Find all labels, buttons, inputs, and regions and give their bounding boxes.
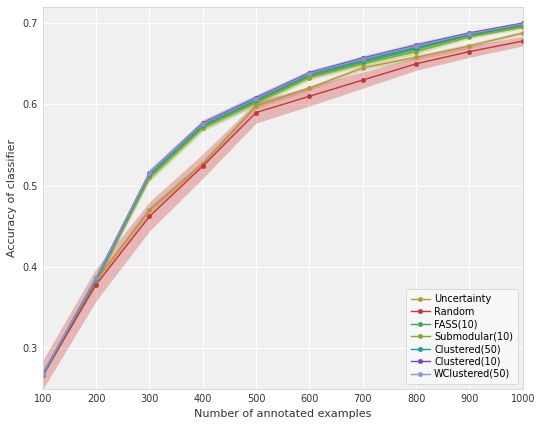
Clustered(50) (306, 72, 313, 77)
Random (253, 110, 260, 115)
FASS(10) (253, 98, 260, 104)
Line: Submodular(10): Submodular(10) (41, 25, 525, 376)
Clustered(10) (520, 20, 526, 26)
Clustered(10) (40, 371, 46, 377)
Submodular(10) (146, 175, 153, 180)
Submodular(10) (466, 35, 473, 40)
Clustered(50) (40, 371, 46, 377)
Submodular(10) (520, 25, 526, 30)
Line: WClustered(50): WClustered(50) (41, 22, 525, 376)
Clustered(50) (199, 122, 206, 127)
FASS(10) (359, 60, 366, 65)
Clustered(50) (253, 97, 260, 102)
Uncertainty (93, 278, 99, 283)
Random (466, 49, 473, 54)
Submodular(10) (413, 49, 420, 54)
Uncertainty (466, 43, 473, 49)
WClustered(50) (93, 276, 99, 281)
Line: Uncertainty: Uncertainty (41, 31, 525, 376)
Clustered(50) (93, 276, 99, 282)
FASS(10) (520, 23, 526, 28)
Submodular(10) (306, 75, 313, 80)
Uncertainty (199, 161, 206, 166)
Clustered(50) (359, 58, 366, 63)
Random (306, 94, 313, 99)
Clustered(10) (466, 30, 473, 35)
Random (199, 164, 206, 169)
Submodular(10) (359, 61, 366, 66)
Uncertainty (40, 371, 46, 377)
WClustered(50) (40, 371, 46, 377)
WClustered(50) (146, 171, 153, 176)
Uncertainty (520, 30, 526, 35)
WClustered(50) (199, 121, 206, 127)
FASS(10) (199, 124, 206, 129)
Clustered(10) (306, 70, 313, 75)
Uncertainty (413, 55, 420, 60)
Random (40, 372, 46, 377)
Clustered(50) (146, 172, 153, 177)
WClustered(50) (520, 21, 526, 26)
Legend: Uncertainty, Random, FASS(10), Submodular(10), Clustered(50), Clustered(10), WCl: Uncertainty, Random, FASS(10), Submodula… (406, 290, 518, 384)
Line: Clustered(10): Clustered(10) (41, 21, 525, 376)
FASS(10) (306, 73, 313, 78)
WClustered(50) (359, 56, 366, 61)
Random (413, 61, 420, 66)
Random (359, 78, 366, 83)
Uncertainty (146, 207, 153, 213)
Random (520, 38, 526, 43)
Uncertainty (253, 104, 260, 109)
Clustered(10) (146, 171, 153, 176)
WClustered(50) (306, 71, 313, 76)
FASS(10) (466, 33, 473, 38)
Y-axis label: Accuracy of classifier: Accuracy of classifier (7, 139, 17, 257)
WClustered(50) (253, 96, 260, 101)
Clustered(10) (253, 95, 260, 101)
WClustered(50) (466, 31, 473, 36)
Line: Clustered(50): Clustered(50) (41, 23, 525, 376)
FASS(10) (413, 46, 420, 52)
WClustered(50) (413, 43, 420, 49)
Clustered(10) (359, 55, 366, 60)
Clustered(10) (413, 43, 420, 48)
Random (93, 282, 99, 287)
Clustered(50) (520, 22, 526, 27)
Submodular(10) (93, 277, 99, 282)
FASS(10) (146, 173, 153, 178)
Clustered(10) (93, 276, 99, 281)
FASS(10) (40, 371, 46, 377)
FASS(10) (93, 277, 99, 282)
Submodular(10) (199, 125, 206, 130)
Clustered(10) (199, 121, 206, 126)
X-axis label: Number of annotated examples: Number of annotated examples (194, 409, 371, 419)
Uncertainty (306, 86, 313, 91)
Random (146, 214, 153, 219)
Submodular(10) (253, 100, 260, 105)
Clustered(50) (413, 45, 420, 50)
Submodular(10) (40, 371, 46, 377)
Line: FASS(10): FASS(10) (41, 23, 525, 376)
Clustered(50) (466, 32, 473, 37)
Uncertainty (359, 65, 366, 70)
Line: Random: Random (41, 39, 525, 377)
